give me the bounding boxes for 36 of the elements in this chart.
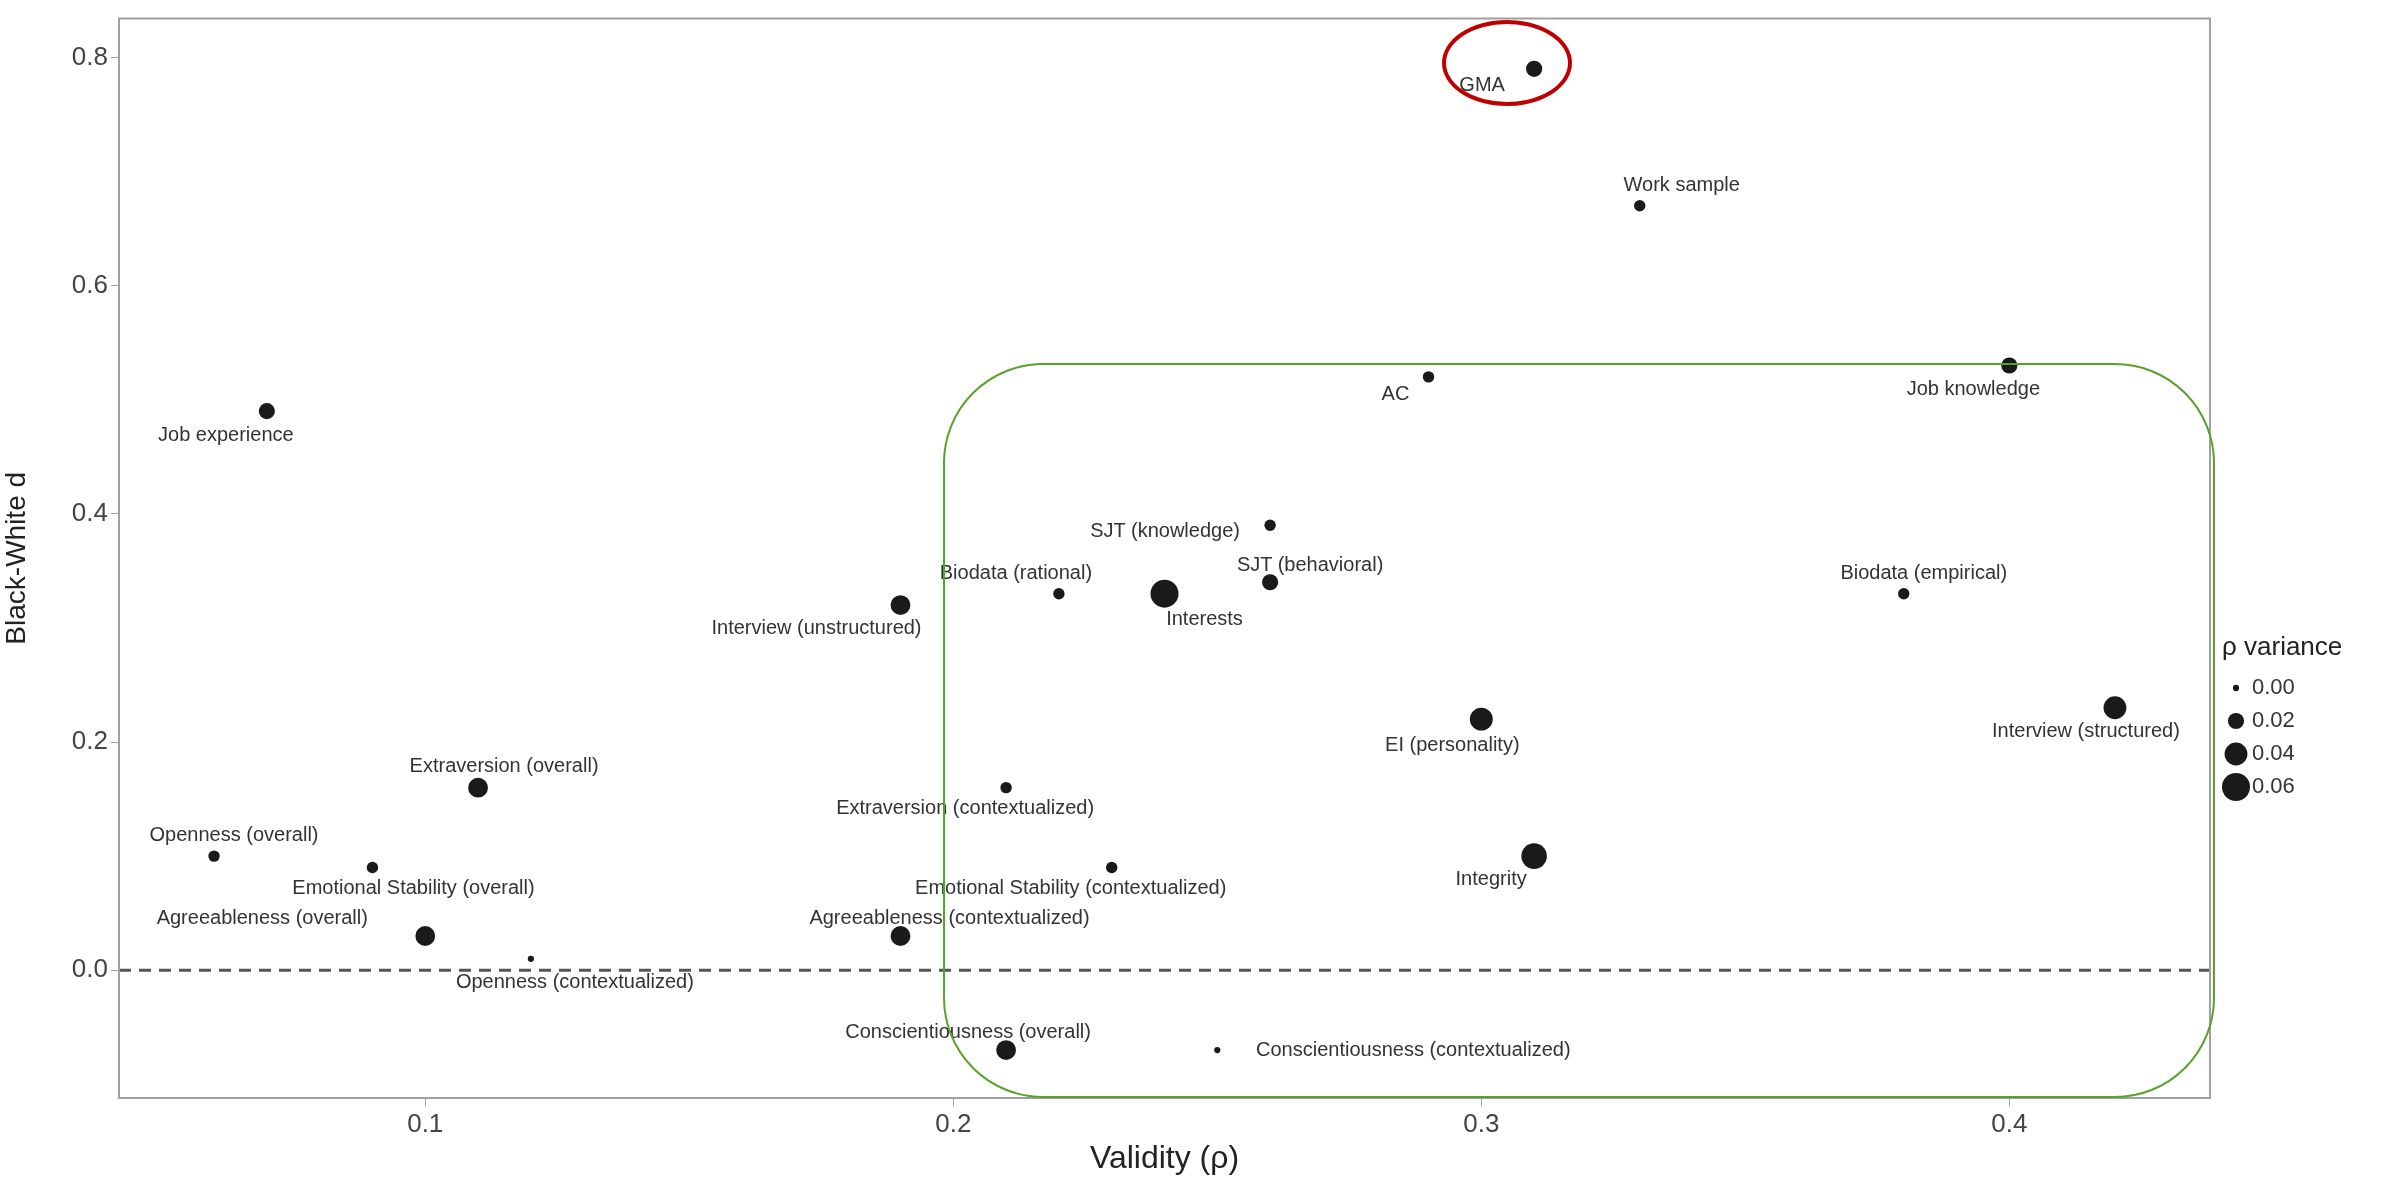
x-tick-label: 0.1 — [407, 1107, 444, 1138]
annotation: Interview (structured) — [1992, 719, 2180, 742]
annotation: Job knowledge — [1906, 376, 2041, 399]
annotation: Emotional Stability (overall) — [292, 876, 535, 899]
annotation: Interests — [1166, 607, 1243, 630]
x-tick-label: 0.2 — [935, 1107, 972, 1138]
annotation: Agreeableness (contextualized) — [809, 906, 1090, 929]
annotation: Work sample — [1623, 173, 1740, 196]
annotation: SJT (behavioral) — [1236, 552, 1384, 575]
legend-title: ρ variance — [2222, 631, 2343, 662]
annotation: GMA — [1459, 73, 1506, 96]
legend-label: 0.06 — [2252, 773, 2295, 799]
legend-label: 0.00 — [2252, 674, 2295, 700]
annotation: Job experience — [158, 422, 294, 445]
annotation: Integrity — [1455, 866, 1527, 889]
y-tick-label: 0.0 — [71, 953, 108, 984]
annotation: AC — [1381, 382, 1410, 405]
annotation: Agreeableness (overall) — [156, 906, 368, 929]
x-axis-title: Validity (ρ) — [1089, 1138, 1240, 1175]
y-axis-title: Black-White d — [0, 471, 31, 645]
annotation: Biodata (empirical) — [1840, 561, 2008, 584]
annotation: Openness (overall) — [149, 822, 319, 845]
annotation: Conscientiousness (contextualized) — [1256, 1037, 1571, 1060]
y-tick-label: 0.6 — [71, 268, 108, 299]
legend-label: 0.04 — [2252, 740, 2295, 766]
y-tick-label: 0.4 — [71, 496, 108, 527]
annotation: SJT (knowledge) — [1090, 518, 1240, 541]
legend-label: 0.02 — [2252, 707, 2295, 733]
annotation: Extraversion (overall) — [409, 754, 599, 777]
x-tick-label: 0.4 — [1991, 1107, 2028, 1138]
annotation: Interview (unstructured) — [711, 615, 922, 638]
annotation: Openness (contextualized) — [455, 970, 694, 993]
x-tick-label: 0.3 — [1463, 1107, 1500, 1138]
y-tick-label: 0.2 — [71, 725, 108, 756]
annotation: EI (personality) — [1385, 732, 1520, 755]
y-tick-label: 0.8 — [71, 40, 108, 71]
